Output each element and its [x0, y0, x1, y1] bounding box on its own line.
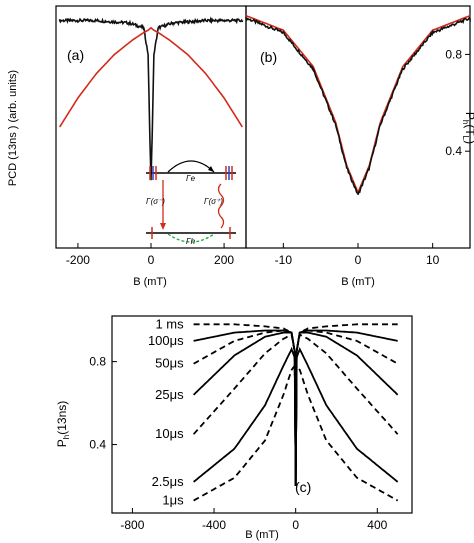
panel-b-frame [245, 5, 471, 249]
panel-b-series [245, 14, 471, 196]
x-tick-label-2: 200 [214, 253, 234, 267]
inset-gamma-e-arc [167, 160, 215, 173]
inset-bottom-label: Γh [186, 237, 196, 246]
series-label-1: 100μs [148, 333, 184, 348]
panel-b-label: (b) [260, 49, 277, 65]
series-label-5: 2.5μs [152, 474, 185, 489]
y-tick-label-0: 0.4 [445, 144, 462, 158]
inset-gamma-h-arc [167, 233, 215, 243]
panel-b-xlabel: B (mT) [341, 276, 375, 288]
panel-a: -200 0 200 (a) B (mT) PCD (13ns ) (arb. un… [7, 5, 247, 288]
x-tick-label-3: 400 [367, 518, 387, 532]
panel-a-ylabel: PCD (13ns ) (arb. units) [7, 70, 19, 186]
series-label-0: 1 ms [155, 316, 184, 331]
panel-a-frame [55, 5, 247, 249]
x-tick-label-0: -10 [275, 253, 293, 267]
panel-a-series [58, 16, 244, 181]
x-tick-label-1: -400 [202, 518, 226, 532]
inset-left-label: Γ(σ⁻) [146, 197, 165, 206]
panel-c-frame [111, 315, 413, 514]
series-line-fit-1 [59, 26, 243, 128]
series-line-fit-0 [245, 14, 471, 195]
panel-b-x-ticks: -10 0 10 [275, 243, 440, 267]
panel-c-series-labels: 1 ms 100μs 50μs 25μs 10μs 2.5μs 1μs [148, 316, 184, 507]
inset-gamma-e-arrowhead [208, 166, 214, 172]
x-tick-label-2: 0 [292, 518, 299, 532]
series-label-6: 1μs [162, 493, 184, 508]
x-tick-label-1: 0 [355, 253, 362, 267]
inset-diagram: Γe Γh Γ(σ⁻) Γ(σ⁺) [146, 160, 236, 246]
panel-b-y-ticks: 0.4 0.8 [445, 47, 470, 158]
series-line-data-1 [245, 16, 471, 196]
panel-b-ylabel: Ph(TL) [461, 112, 474, 144]
x-tick-label-2: 10 [426, 253, 440, 267]
series-line-1μs-6 [193, 362, 399, 502]
series-label-3: 25μs [155, 387, 184, 402]
panel-c-y-ticks: 0.4 0.8 [89, 355, 117, 452]
series-line-50μs-2 [193, 329, 399, 487]
panel-c-label: (c) [295, 479, 311, 495]
x-tick-label-1: 0 [148, 253, 155, 267]
panel-a-x-ticks: -200 0 200 [66, 243, 234, 267]
y-tick-label-1: 0.8 [89, 355, 106, 369]
x-tick-label-0: -200 [66, 253, 90, 267]
inset-top-label: Γe [186, 174, 196, 183]
panel-c-series [192, 323, 399, 502]
x-tick-label-0: -800 [120, 518, 144, 532]
inset-right-wavy [217, 183, 225, 229]
series-label-4: 10μs [155, 426, 184, 441]
inset-left-arrowhead [160, 223, 166, 230]
panel-b: -10 0 10 0.4 0.8 (b) B (mT) Ph(TL) [245, 5, 474, 288]
series-label-2: 50μs [155, 356, 184, 371]
panel-a-xlabel: B (mT) [133, 276, 167, 288]
panel-a-label: (a) [67, 47, 84, 63]
panel-c-x-ticks: -800 -400 0 400 [120, 508, 388, 532]
panel-c-xlabel: B (mT) [245, 529, 279, 541]
series-line-data-0 [58, 16, 244, 181]
inset-right-label: Γ(σ⁺) [204, 197, 223, 206]
y-tick-label-1: 0.8 [445, 47, 462, 61]
panel-c: 1 ms 100μs 50μs 25μs 10μs 2.5μs 1μs -800 -400 0 4… [55, 315, 413, 541]
y-tick-label-0: 0.4 [89, 438, 106, 452]
panel-c-ylabel: Ph(13ns) [55, 401, 71, 447]
